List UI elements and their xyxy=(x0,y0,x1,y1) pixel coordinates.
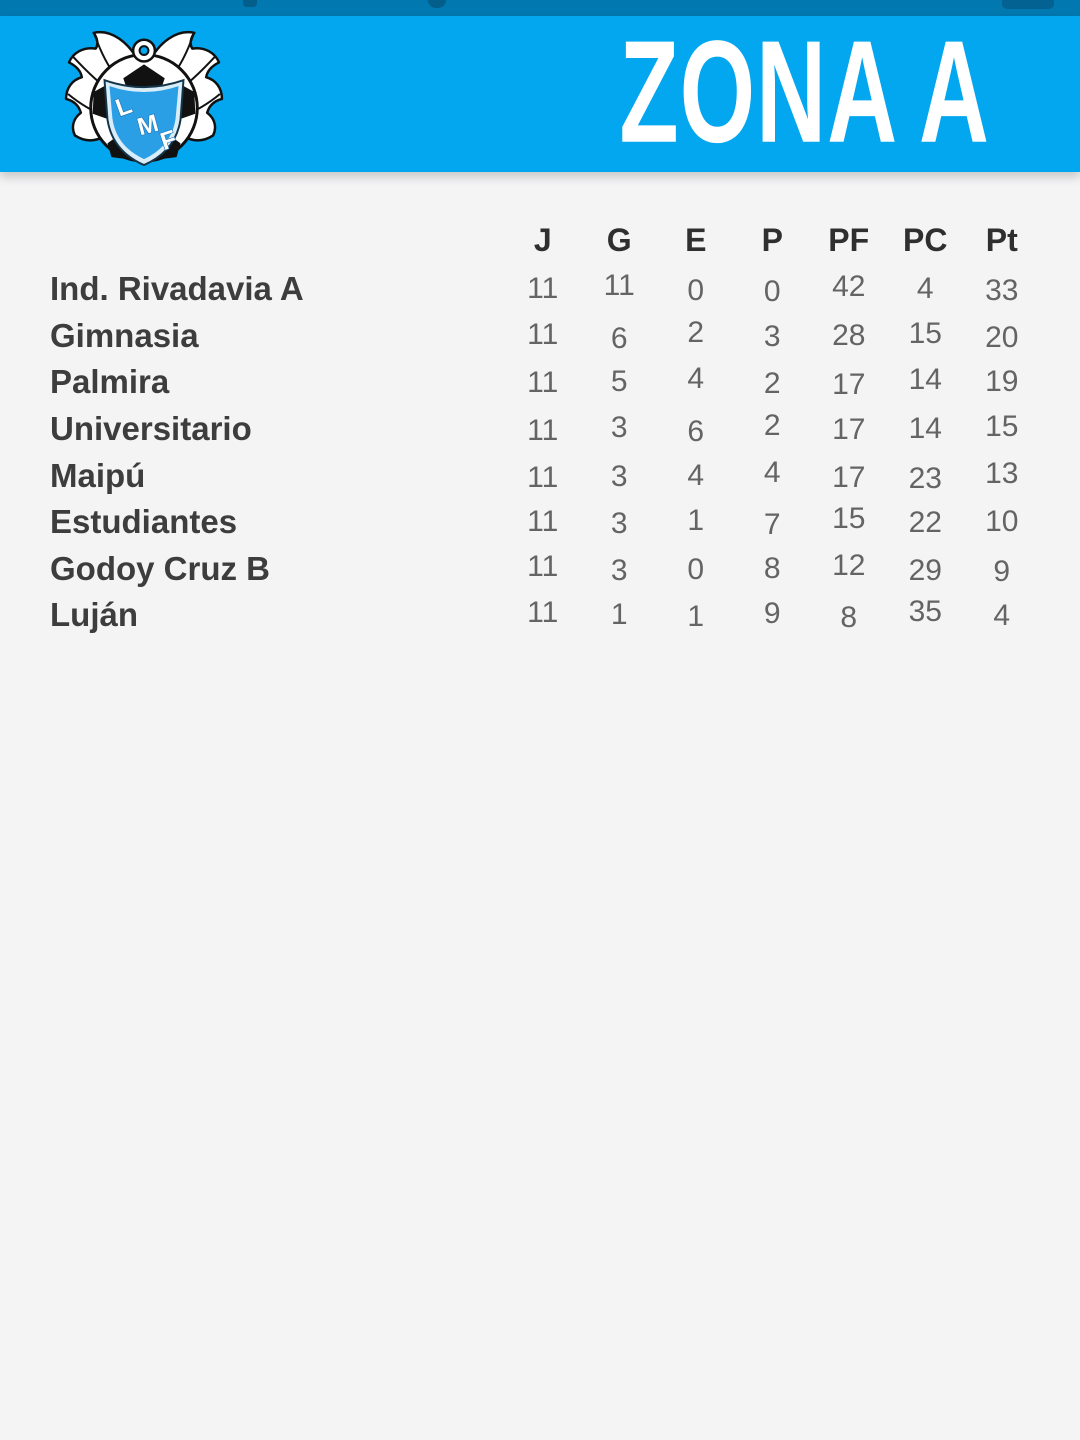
column-header: PF xyxy=(828,221,870,258)
column-header: P xyxy=(761,221,783,258)
stat-cell: 11 xyxy=(603,269,635,303)
stat-cell: 14 xyxy=(908,412,942,446)
stat-cell: 11 xyxy=(527,549,559,583)
table-row: Luján 11 1 1 9 8 35 4 xyxy=(50,592,1040,639)
stat-cell: 17 xyxy=(832,413,866,447)
stat-cell: 3 xyxy=(610,459,628,493)
team-name: Universitario xyxy=(50,410,252,448)
column-header: PC xyxy=(903,221,948,258)
table-row: Ind. Rivadavia A 11 11 0 0 42 4 33 xyxy=(50,266,1040,313)
stat-cell: 5 xyxy=(610,365,628,399)
table-row: Gimnasia 11 6 2 3 28 15 20 xyxy=(50,313,1040,360)
league-logo: L M F xyxy=(64,30,224,167)
stat-cell: 11 xyxy=(527,505,559,539)
stat-cell: 42 xyxy=(832,270,866,304)
stat-cell: 28 xyxy=(832,318,866,352)
table-row: Universitario 11 3 6 2 17 14 15 xyxy=(50,406,1040,453)
stat-cell: 13 xyxy=(985,456,1019,490)
stat-cell: 15 xyxy=(832,502,866,536)
stat-cell: 10 xyxy=(985,505,1019,539)
notification-icon xyxy=(243,0,257,7)
column-header: J xyxy=(533,221,552,258)
stat-cell: 0 xyxy=(687,274,705,308)
stat-cell: 3 xyxy=(610,411,628,445)
team-name: Godoy Cruz B xyxy=(50,549,270,587)
stat-cell: 4 xyxy=(687,362,705,396)
stat-cell: 4 xyxy=(916,272,934,306)
stat-cell: 2 xyxy=(687,315,705,349)
stat-cell: 1 xyxy=(610,598,628,632)
table-row: Godoy Cruz B 11 3 0 8 12 29 9 xyxy=(50,546,1040,593)
notification-icon xyxy=(428,0,446,8)
stat-cell: 12 xyxy=(832,548,866,582)
stat-cell: 0 xyxy=(687,552,705,586)
stat-cell: 22 xyxy=(908,506,942,540)
stat-cell: 15 xyxy=(985,410,1019,444)
column-header: Pt xyxy=(985,221,1018,258)
table-body: Ind. Rivadavia A 11 11 0 0 42 4 33 Gimnasia 11 6 2 3… xyxy=(50,266,1040,639)
stat-cell: 3 xyxy=(763,319,781,353)
stat-cell: 4 xyxy=(687,458,705,492)
stat-cell: 9 xyxy=(993,554,1011,588)
stat-cell: 7 xyxy=(763,508,781,542)
stat-cell: 4 xyxy=(763,455,781,489)
stat-cell: 17 xyxy=(832,368,866,402)
stat-cell: 15 xyxy=(908,316,942,350)
status-bar xyxy=(0,0,1080,16)
stat-cell: 2 xyxy=(763,367,781,401)
column-header: G xyxy=(606,221,632,258)
standings-table: J G E P PF PC Pt Ind. Rivadavia A 11 11 0 0 42 4 33 Gi… xyxy=(50,214,1040,639)
header-banner: L M F ZONA A xyxy=(0,16,1080,172)
table-row: Palmira 11 5 4 2 17 14 19 xyxy=(50,359,1040,406)
stat-cell: 0 xyxy=(763,275,781,309)
column-header: E xyxy=(685,221,707,258)
stat-cell: 11 xyxy=(527,272,559,306)
stat-cell: 3 xyxy=(610,507,628,541)
stat-cell: 6 xyxy=(687,415,705,449)
stat-cell: 2 xyxy=(763,409,781,443)
table-row: Maipú 11 3 4 4 17 23 13 xyxy=(50,452,1040,499)
stat-cell: 29 xyxy=(908,553,942,587)
stat-cell: 11 xyxy=(527,317,559,351)
stat-cell: 11 xyxy=(527,366,559,400)
team-name: Estudiantes xyxy=(50,503,238,541)
page-title: ZONA A xyxy=(619,9,990,173)
stat-cell: 1 xyxy=(687,504,705,538)
stat-cell: 8 xyxy=(840,601,858,635)
stat-cell: 14 xyxy=(908,363,942,397)
stat-cell: 23 xyxy=(908,461,942,495)
battery-icon xyxy=(1002,0,1054,9)
stat-cell: 11 xyxy=(527,414,559,448)
stat-cell: 20 xyxy=(985,320,1019,354)
table-header-row: J G E P PF PC Pt xyxy=(50,214,1040,266)
shield-icon: L M F xyxy=(103,78,185,167)
table-row: Estudiantes 11 3 1 7 15 22 10 xyxy=(50,499,1040,546)
team-name: Luján xyxy=(50,596,138,634)
stat-cell: 35 xyxy=(908,595,942,629)
team-name: Palmira xyxy=(50,363,170,401)
team-name: Maipú xyxy=(50,456,146,494)
stat-cell: 11 xyxy=(527,596,559,630)
stat-cell: 3 xyxy=(610,553,628,587)
stat-cell: 33 xyxy=(985,274,1019,308)
stat-cell: 17 xyxy=(832,460,866,494)
stat-cell: 1 xyxy=(687,600,705,634)
stat-cell: 4 xyxy=(993,599,1011,633)
team-name: Ind. Rivadavia A xyxy=(50,270,304,308)
stat-cell: 8 xyxy=(763,551,781,585)
stat-cell: 11 xyxy=(527,460,559,494)
stat-cell: 9 xyxy=(763,597,781,631)
stat-cell: 6 xyxy=(610,321,628,355)
stat-cell: 19 xyxy=(985,365,1019,399)
team-name: Gimnasia xyxy=(50,316,199,354)
